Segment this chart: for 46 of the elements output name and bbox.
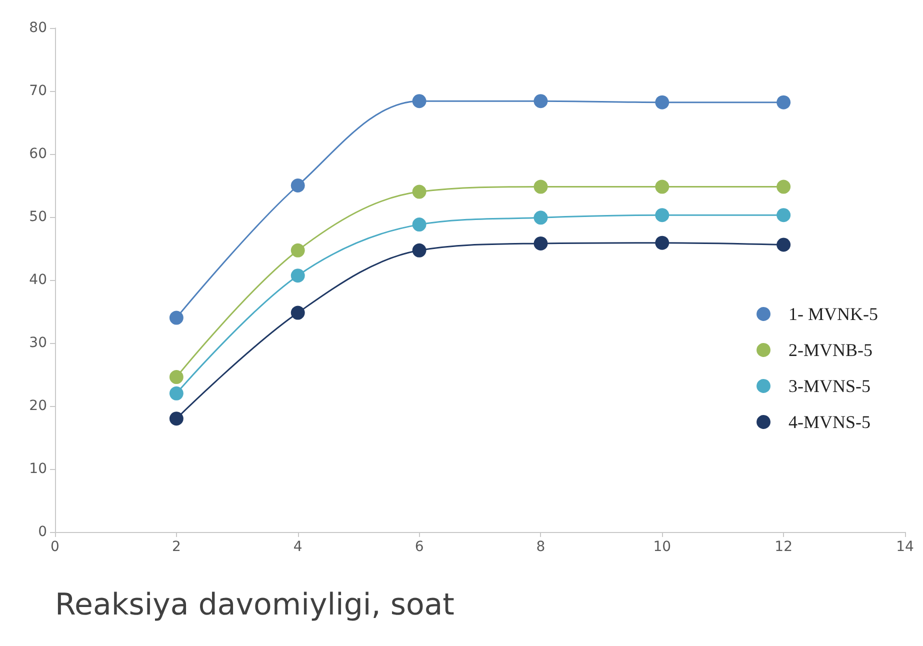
point [412,243,426,258]
point [169,386,184,400]
x-axis-title: Reaksiya davomiyligi, soat [55,588,455,622]
x-tick-label: 6 [414,539,424,555]
x-tick-label: 2 [172,539,181,555]
point [534,236,548,250]
point [655,95,670,110]
y-tick-label: 10 [29,461,47,477]
x-tick-label: 14 [896,539,914,555]
point [290,306,305,320]
legend-label: 3-MVNS-5 [788,376,871,396]
point [169,370,184,384]
x-tick-label: 12 [774,539,792,555]
y-tick-label: 30 [29,335,47,351]
y-tick-label: 20 [29,398,47,414]
legend-label: 4-MVNS-5 [788,412,871,432]
point [776,238,791,252]
point [655,208,670,222]
x-tick-label: 0 [50,539,60,555]
y-tick-label: 0 [38,524,47,540]
legend-label: 2-MVNB-5 [788,340,873,360]
legend-label: 1- MVNK-5 [788,304,878,324]
point [169,412,184,426]
point [776,95,791,110]
point [169,310,184,325]
point [412,94,426,108]
point [655,236,670,250]
point [534,180,548,194]
point [655,180,670,194]
x-tick-label: 4 [293,539,302,555]
point [534,94,548,108]
point [534,210,548,225]
point [412,218,426,232]
point [290,268,305,283]
x-tick-label: 10 [653,539,672,555]
point [776,180,791,194]
point [776,208,791,222]
point [290,243,305,258]
point [290,178,305,192]
x-tick-label: 8 [536,539,546,555]
y-tick-label: 50 [29,209,47,225]
y-tick-label: 80 [29,20,47,36]
y-tick-label: 60 [29,146,47,162]
point [412,184,426,199]
y-tick-label: 40 [29,272,47,288]
y-tick-label: 70 [29,83,47,99]
